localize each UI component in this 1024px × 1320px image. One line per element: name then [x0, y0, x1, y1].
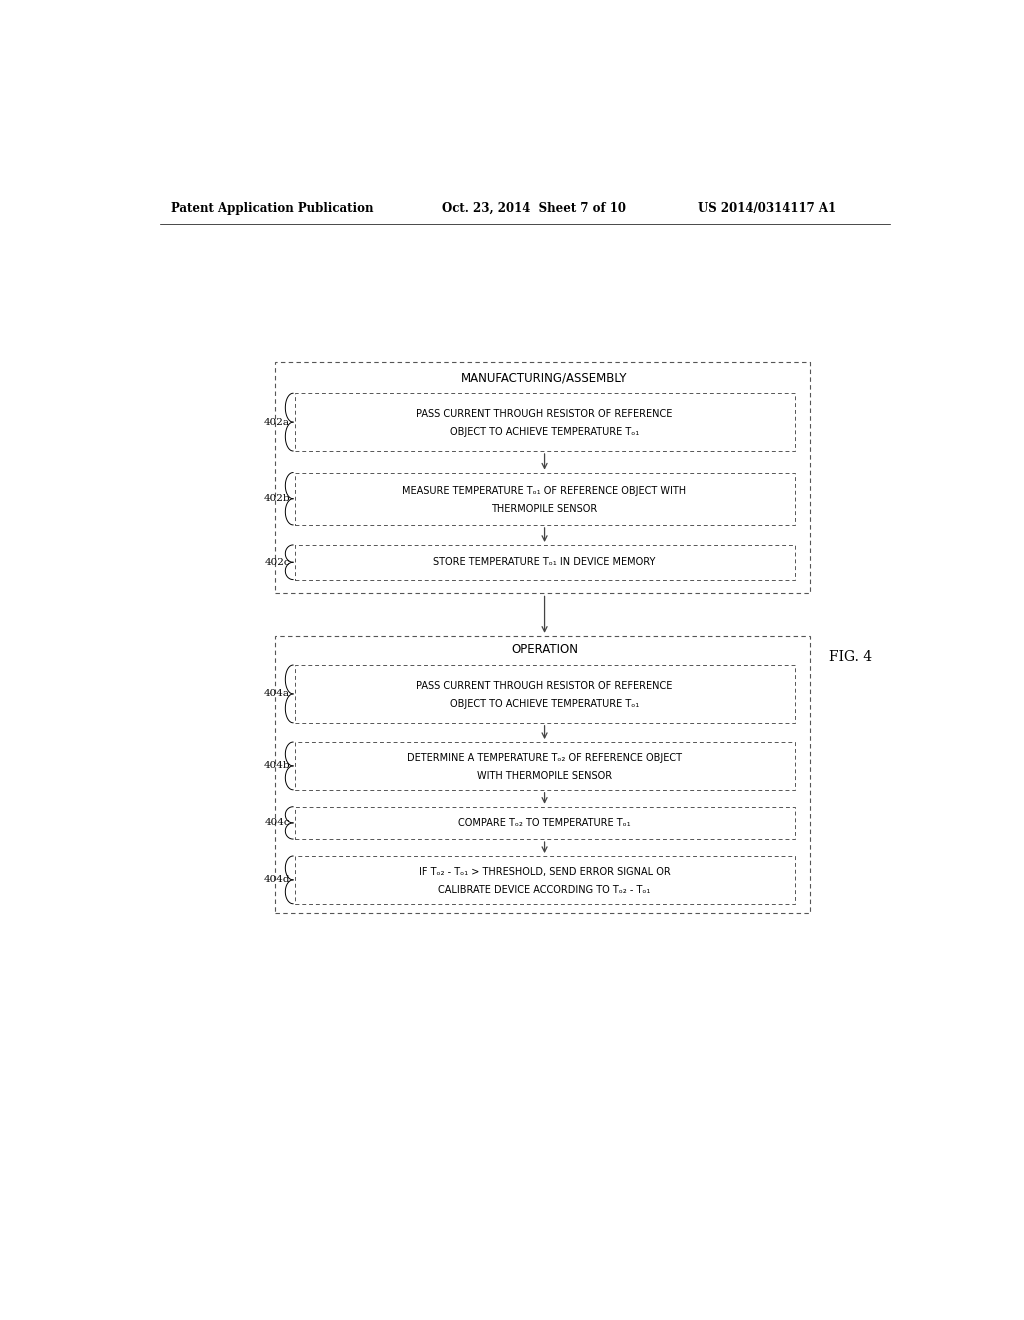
Bar — [295, 742, 795, 789]
Text: 404a: 404a — [264, 689, 290, 698]
Text: 402b: 402b — [263, 494, 290, 503]
Text: PASS CURRENT THROUGH RESISTOR OF REFERENCE: PASS CURRENT THROUGH RESISTOR OF REFEREN… — [417, 681, 673, 692]
Text: STORE TEMPERATURE Tₒ₁ IN DEVICE MEMORY: STORE TEMPERATURE Tₒ₁ IN DEVICE MEMORY — [433, 557, 655, 568]
Text: US 2014/0314117 A1: US 2014/0314117 A1 — [697, 202, 836, 215]
Text: MANUFACTURING/ASSEMBLY: MANUFACTURING/ASSEMBLY — [462, 371, 628, 384]
Text: 402c: 402c — [264, 558, 290, 566]
Bar — [295, 545, 795, 579]
Bar — [275, 636, 810, 913]
Text: 402a: 402a — [264, 417, 290, 426]
Text: MEASURE TEMPERATURE Tₒ₁ OF REFERENCE OBJECT WITH: MEASURE TEMPERATURE Tₒ₁ OF REFERENCE OBJ… — [402, 486, 687, 496]
Text: 404d: 404d — [263, 875, 290, 884]
Text: OPERATION: OPERATION — [511, 643, 579, 656]
Text: FIG. 4: FIG. 4 — [829, 651, 872, 664]
Text: CALIBRATE DEVICE ACCORDING TO Tₒ₂ - Tₒ₁: CALIBRATE DEVICE ACCORDING TO Tₒ₂ - Tₒ₁ — [438, 884, 650, 895]
Text: OBJECT TO ACHIEVE TEMPERATURE Tₒ₁: OBJECT TO ACHIEVE TEMPERATURE Tₒ₁ — [450, 428, 639, 437]
Text: Patent Application Publication: Patent Application Publication — [171, 202, 373, 215]
Text: DETERMINE A TEMPERATURE Tₒ₂ OF REFERENCE OBJECT: DETERMINE A TEMPERATURE Tₒ₂ OF REFERENCE… — [408, 754, 682, 763]
Bar — [295, 473, 795, 525]
Bar — [295, 393, 795, 451]
Text: WITH THERMOPILE SENSOR: WITH THERMOPILE SENSOR — [477, 771, 612, 781]
Text: PASS CURRENT THROUGH RESISTOR OF REFERENCE: PASS CURRENT THROUGH RESISTOR OF REFEREN… — [417, 409, 673, 420]
Text: 404b: 404b — [263, 762, 290, 771]
Text: 404c: 404c — [264, 818, 290, 828]
Bar — [275, 363, 810, 594]
Bar — [295, 665, 795, 723]
Bar — [295, 857, 795, 904]
Text: IF Tₒ₂ - Tₒ₁ > THRESHOLD, SEND ERROR SIGNAL OR: IF Tₒ₂ - Tₒ₁ > THRESHOLD, SEND ERROR SIG… — [419, 867, 671, 878]
Text: OBJECT TO ACHIEVE TEMPERATURE Tₒ₁: OBJECT TO ACHIEVE TEMPERATURE Tₒ₁ — [450, 700, 639, 709]
Text: Oct. 23, 2014  Sheet 7 of 10: Oct. 23, 2014 Sheet 7 of 10 — [442, 202, 626, 215]
Text: THERMOPILE SENSOR: THERMOPILE SENSOR — [492, 504, 598, 513]
Text: COMPARE Tₒ₂ TO TEMPERATURE Tₒ₁: COMPARE Tₒ₂ TO TEMPERATURE Tₒ₁ — [459, 818, 631, 828]
Bar — [295, 807, 795, 840]
